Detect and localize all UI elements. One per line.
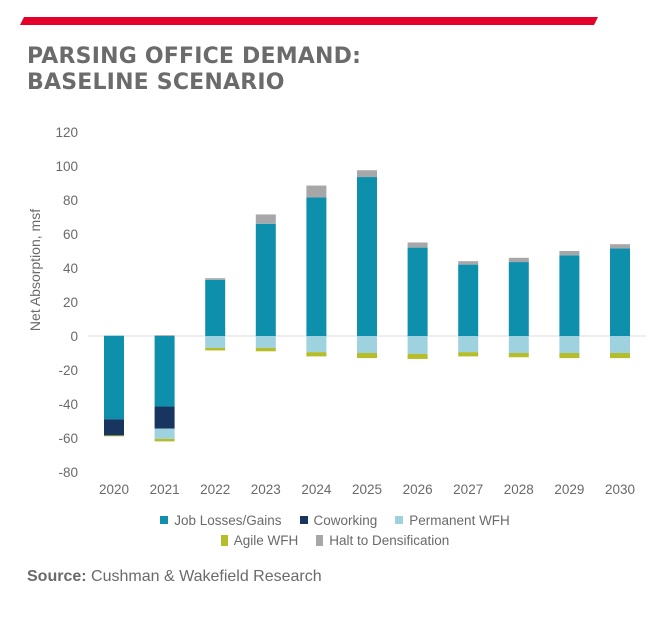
y-axis: 120 100 80 60 40 20 0 -20 -40 -60 -80 — [55, 125, 78, 480]
bar-agile-wfh-2020 — [104, 435, 124, 437]
source-text: Cushman & Wakefield Research — [86, 568, 322, 585]
bar-job-losses-gains-2028 — [508, 262, 529, 336]
source-label: Source: — [27, 568, 87, 585]
bar-halt-to-densification-2030 — [610, 244, 630, 249]
legend-row-2: Agile WFH Halt to Densification — [0, 530, 670, 550]
legend-item-permanent-wfh: Permanent WFH — [395, 513, 510, 528]
bar-agile-wfh-2024 — [306, 352, 327, 357]
x-axis: 2020 2021 2022 2023 2024 2025 2026 2027 2028 2029… — [99, 482, 635, 497]
bar-halt-to-densification-2021 — [154, 335, 175, 336]
bar-job-losses-gains-2024 — [306, 197, 327, 336]
y-tick-label: 40 — [63, 261, 78, 276]
x-tick-label: 2022 — [200, 482, 230, 497]
legend-label: Job Losses/Gains — [174, 512, 282, 528]
bar-job-losses-gains-2025 — [357, 177, 377, 336]
y-tick-label: 20 — [63, 295, 78, 310]
legend-item-job-losses-gains: Job Losses/Gains — [160, 512, 282, 528]
source-note: Source: Cushman & Wakefield Research — [27, 568, 322, 586]
legend: Job Losses/Gains Coworking Permanent WFH… — [0, 510, 670, 550]
bar-coworking-2021 — [154, 406, 175, 429]
bar-permanent-wfh-2027 — [458, 336, 479, 353]
x-tick-label: 2027 — [453, 482, 483, 497]
bar-permanent-wfh-2025 — [357, 336, 377, 353]
x-tick-label: 2029 — [554, 482, 584, 497]
bar-job-losses-gains-2029 — [559, 255, 580, 336]
bar-agile-wfh-2022 — [205, 347, 226, 351]
bar-halt-to-densification-2026 — [407, 242, 428, 248]
x-tick-label: 2028 — [504, 482, 534, 497]
x-tick-label: 2023 — [251, 482, 281, 497]
legend-label: Halt to Densification — [329, 532, 450, 548]
bar-job-losses-gains-2020 — [104, 336, 124, 420]
bar-permanent-wfh-2028 — [508, 336, 529, 353]
y-tick-label: 100 — [55, 159, 78, 174]
chart-title: PARSING OFFICE DEMAND: BASELINE SCENARIO — [27, 44, 361, 96]
legend-swatch-permanent-wfh — [395, 516, 404, 524]
legend-row-1: Job Losses/Gains Coworking Permanent WFH — [0, 510, 670, 530]
chart-area: Net Absorption, msf 120 100 80 60 40 20 0 -20 -4… — [27, 125, 646, 497]
legend-item-halt-to-densification: Halt to Densification — [316, 533, 449, 548]
bar-job-losses-gains-2023 — [255, 223, 276, 336]
accent-bar — [20, 17, 598, 25]
y-tick-label: -80 — [58, 465, 78, 480]
bar-agile-wfh-2029 — [559, 353, 580, 359]
bar-halt-to-densification-2023 — [255, 214, 276, 224]
bars — [104, 170, 630, 442]
x-tick-label: 2020 — [99, 482, 129, 497]
bar-halt-to-densification-2028 — [508, 257, 529, 263]
bar-job-losses-gains-2021 — [154, 336, 175, 407]
bar-coworking-2020 — [104, 419, 124, 436]
legend-item-agile-wfh: Agile WFH — [220, 532, 299, 548]
y-axis-label: Net Absorption, msf — [27, 209, 43, 331]
x-tick-label: 2026 — [403, 482, 433, 497]
bar-halt-to-densification-2024 — [306, 185, 327, 198]
chart-title-line1: PARSING OFFICE DEMAND: — [27, 44, 362, 69]
legend-label: Agile WFH — [233, 532, 299, 548]
y-tick-label: -20 — [58, 363, 78, 378]
x-tick-label: 2030 — [605, 482, 635, 497]
bar-agile-wfh-2023 — [255, 347, 276, 352]
y-tick-label: 120 — [55, 125, 78, 140]
x-tick-label: 2021 — [150, 482, 180, 497]
bar-agile-wfh-2021 — [154, 438, 175, 442]
y-tick-label: 0 — [70, 329, 78, 344]
bar-permanent-wfh-2022 — [205, 336, 226, 348]
bar-job-losses-gains-2026 — [407, 247, 428, 336]
bar-permanent-wfh-2020 — [104, 335, 124, 336]
x-tick-label: 2025 — [352, 482, 382, 497]
bar-permanent-wfh-2029 — [559, 336, 580, 353]
bar-permanent-wfh-2024 — [306, 336, 327, 353]
bar-agile-wfh-2028 — [508, 353, 529, 358]
bar-job-losses-gains-2022 — [205, 279, 226, 336]
bar-halt-to-densification-2029 — [559, 251, 580, 256]
bar-agile-wfh-2027 — [458, 352, 479, 357]
bar-halt-to-densification-2025 — [357, 170, 377, 178]
bar-job-losses-gains-2030 — [610, 248, 630, 336]
bar-job-losses-gains-2027 — [458, 264, 479, 336]
legend-swatch-job-losses-gains — [160, 516, 169, 524]
bar-agile-wfh-2030 — [610, 353, 630, 359]
legend-item-coworking: Coworking — [299, 512, 378, 528]
legend-label: Coworking — [313, 512, 378, 528]
y-tick-label: 80 — [63, 193, 78, 208]
bar-halt-to-densification-2022 — [205, 278, 226, 280]
y-tick-label: -40 — [58, 397, 78, 412]
legend-label: Permanent WFH — [409, 512, 510, 528]
y-tick-label: -60 — [58, 431, 78, 446]
chart-title-line2: BASELINE SCENARIO — [27, 70, 285, 95]
bar-permanent-wfh-2023 — [255, 336, 276, 348]
x-tick-label: 2024 — [301, 482, 332, 497]
bar-permanent-wfh-2030 — [610, 336, 630, 353]
bar-permanent-wfh-2021 — [154, 428, 175, 439]
accent-stripe — [20, 17, 598, 25]
bar-agile-wfh-2026 — [407, 353, 428, 359]
bar-permanent-wfh-2026 — [407, 336, 428, 354]
legend-swatch-coworking — [299, 516, 308, 524]
bar-halt-to-densification-2027 — [458, 261, 479, 265]
bar-agile-wfh-2025 — [357, 353, 377, 359]
legend-swatch-agile-wfh — [220, 534, 228, 546]
y-tick-label: 60 — [63, 227, 78, 242]
legend-swatch-halt-to-densification — [316, 534, 324, 546]
